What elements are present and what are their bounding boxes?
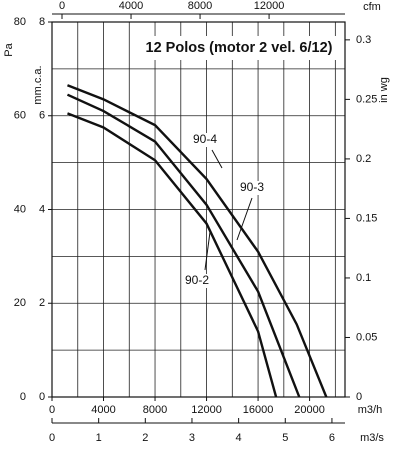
x2-axis-label: m3/s bbox=[360, 432, 384, 444]
title-bg bbox=[136, 36, 342, 60]
x3-tick-label: 8000 bbox=[188, 0, 212, 12]
label-bg bbox=[191, 133, 219, 147]
x2-tick-label: 5 bbox=[282, 432, 288, 444]
y3-tick-label: 20 bbox=[14, 297, 26, 309]
label-bg bbox=[183, 274, 211, 288]
x3-tick-label: 0 bbox=[59, 0, 65, 12]
y-tick-label: 2 bbox=[39, 297, 45, 309]
curve bbox=[66, 93, 301, 398]
y3-tick-label: 40 bbox=[14, 203, 26, 215]
y2-tick-label: 0.1 bbox=[356, 272, 371, 284]
x-tick-label: 12000 bbox=[191, 404, 222, 416]
curve-label: 90-3 bbox=[240, 180, 264, 194]
curve bbox=[67, 84, 328, 398]
x-tick-label: 16000 bbox=[243, 404, 274, 416]
y3-tick-label: 80 bbox=[14, 16, 26, 28]
curve bbox=[67, 112, 278, 398]
leader-line bbox=[211, 149, 223, 169]
y3-axis-label: Pa bbox=[3, 42, 15, 56]
label-bg bbox=[238, 181, 266, 195]
x-tick-label: 0 bbox=[49, 404, 55, 416]
x-tick-label: 4000 bbox=[91, 404, 115, 416]
chart-title: 12 Polos (motor 2 vel. 6/12) bbox=[146, 40, 333, 56]
y-tick-label: 8 bbox=[39, 16, 45, 28]
x-tick-label: 20000 bbox=[294, 404, 325, 416]
x2-tick-label: 3 bbox=[189, 432, 195, 444]
y-tick-label: 4 bbox=[39, 203, 45, 215]
x2-tick-label: 1 bbox=[96, 432, 102, 444]
y2-tick-label: 0.25 bbox=[356, 93, 377, 105]
y-axis-label: mm.c.a. bbox=[32, 65, 44, 104]
y2-tick-label: 0.3 bbox=[356, 34, 371, 46]
x2-tick-label: 4 bbox=[236, 432, 242, 444]
x3-tick-label: 12000 bbox=[254, 0, 285, 12]
leader-line bbox=[236, 197, 253, 241]
x3-axis-label: cfm bbox=[363, 1, 381, 13]
y2-tick-label: 0.05 bbox=[356, 331, 377, 343]
y3-tick-label: 60 bbox=[14, 110, 26, 122]
y2-tick-label: 0 bbox=[356, 391, 362, 403]
y2-tick-label: 0.2 bbox=[356, 153, 371, 165]
x-axis-label: m3/h bbox=[358, 404, 382, 416]
y3-tick-label: 0 bbox=[20, 391, 26, 403]
curve-label: 90-4 bbox=[193, 132, 217, 146]
y-tick-label: 6 bbox=[39, 110, 45, 122]
x2-tick-label: 6 bbox=[329, 432, 335, 444]
y-tick-label: 0 bbox=[39, 391, 45, 403]
y2-tick-label: 0.15 bbox=[356, 212, 377, 224]
x2-tick-label: 2 bbox=[142, 432, 148, 444]
x3-tick-label: 4000 bbox=[119, 0, 143, 12]
y2-axis-label: in wg bbox=[378, 77, 390, 103]
x2-tick-label: 0 bbox=[49, 432, 55, 444]
x-tick-label: 8000 bbox=[143, 404, 167, 416]
leader-line bbox=[204, 231, 211, 271]
curve-label: 90-2 bbox=[185, 273, 209, 287]
